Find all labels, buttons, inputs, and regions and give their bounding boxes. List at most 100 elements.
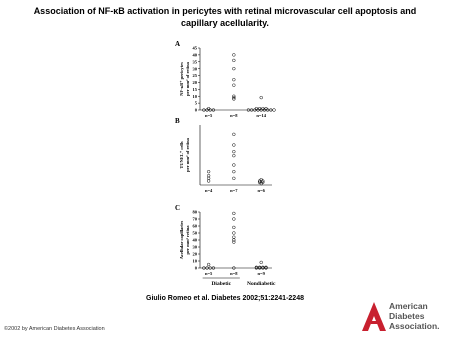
data-point <box>256 108 260 112</box>
y-tick-label: 20 <box>193 252 198 257</box>
data-point <box>202 266 206 270</box>
x-tick-label: n=5 <box>205 271 213 276</box>
x-tick-label: n=6 <box>258 188 266 193</box>
data-point <box>259 108 263 112</box>
data-point <box>211 266 216 270</box>
data-point <box>232 78 236 82</box>
data-point <box>232 95 236 100</box>
logo-mark <box>371 321 381 324</box>
data-point <box>259 260 263 265</box>
y-tick-label: 80 <box>193 210 198 215</box>
data-point <box>272 108 276 112</box>
data-point <box>257 179 262 183</box>
y-tick-label: 5 <box>195 101 198 106</box>
data-point <box>232 58 236 63</box>
y-tick-label: 0 <box>195 266 198 271</box>
data-point <box>232 211 236 216</box>
x-group-label: Diabetic <box>211 281 231 287</box>
copyright: ©2002 by American Diabetes Association <box>4 325 105 332</box>
data-point <box>232 83 236 87</box>
data-point <box>232 217 236 221</box>
panel-label: A <box>175 40 180 48</box>
y-tick-label: 50 <box>193 231 198 236</box>
data-point <box>232 132 236 136</box>
y-axis-label: per mm² of retina <box>185 137 190 172</box>
y-tick-label: 40 <box>193 238 198 243</box>
y-axis-label: NF-κB⁺ pericytes <box>179 62 184 96</box>
y-tick-label: 25 <box>193 73 198 78</box>
data-point <box>232 97 236 101</box>
title-line: Association of NF-κB activation in peric… <box>34 6 417 16</box>
data-point <box>254 266 259 270</box>
y-tick-label: 30 <box>193 245 198 250</box>
data-point <box>249 108 254 112</box>
data-point <box>232 240 236 244</box>
y-tick-label: 15 <box>193 87 198 92</box>
logo-text: American <box>389 301 428 311</box>
data-point <box>253 108 257 112</box>
data-point <box>206 179 211 183</box>
y-axis-label: per mm² retina <box>185 225 190 255</box>
data-point <box>259 182 263 186</box>
data-point <box>257 266 262 270</box>
data-point <box>205 266 209 270</box>
y-tick-label: 35 <box>193 59 198 64</box>
data-point <box>232 266 236 270</box>
data-point <box>206 174 211 178</box>
data-point <box>208 108 212 112</box>
y-tick-label: 70 <box>193 217 198 222</box>
data-point <box>232 225 236 230</box>
data-point <box>232 163 236 167</box>
panel-label: B <box>175 117 180 125</box>
data-point <box>232 53 236 57</box>
x-tick-label: n=9 <box>258 271 266 276</box>
data-point <box>206 262 211 267</box>
data-point <box>232 235 236 239</box>
y-tick-label: 0 <box>195 108 198 113</box>
y-tick-label: 45 <box>193 46 198 51</box>
logo-text: Diabetes <box>389 311 425 321</box>
logo: American Diabetes Association. <box>362 301 440 331</box>
title-line: capillary acellularity. <box>181 18 269 28</box>
data-point <box>211 108 216 112</box>
data-point <box>269 108 273 112</box>
logo-mark <box>362 302 386 331</box>
data-point <box>262 108 267 112</box>
y-tick-label: 20 <box>193 80 198 85</box>
y-tick-label: 10 <box>193 94 198 99</box>
data-point <box>232 67 236 71</box>
data-point <box>208 266 212 270</box>
data-point <box>265 108 270 112</box>
data-point <box>264 266 268 270</box>
data-point <box>232 154 236 158</box>
x-tick-label: n=4 <box>205 188 213 193</box>
y-tick-label: 60 <box>193 224 198 229</box>
data-point <box>261 266 265 270</box>
data-point <box>202 108 206 112</box>
data-point <box>232 170 236 174</box>
logo-text: Association. <box>389 321 440 331</box>
y-tick-label: 10 <box>193 259 198 264</box>
data-point <box>206 170 211 174</box>
data-point <box>232 231 236 235</box>
data-point <box>232 238 236 242</box>
x-group-label: Nondiabetic <box>247 281 276 287</box>
data-point <box>246 108 251 112</box>
y-tick-label: 30 <box>193 66 198 71</box>
panel-label: C <box>175 204 180 212</box>
x-tick-label: n=7 <box>230 188 238 193</box>
data-point <box>232 143 236 147</box>
data-point <box>206 176 211 180</box>
data-point <box>232 176 236 180</box>
citation: Giulio Romeo et al. Diabetes 2002;51:224… <box>146 295 304 302</box>
y-tick-label: 40 <box>193 52 198 57</box>
x-tick-label: n=8 <box>230 113 238 118</box>
y-axis-label: per mm² of retina <box>185 61 190 96</box>
data-point <box>232 150 236 154</box>
data-point <box>259 95 263 100</box>
x-tick-label: n=5 <box>205 113 213 118</box>
x-tick-label: n=8 <box>230 271 238 276</box>
x-tick-label: n=14 <box>256 113 266 118</box>
